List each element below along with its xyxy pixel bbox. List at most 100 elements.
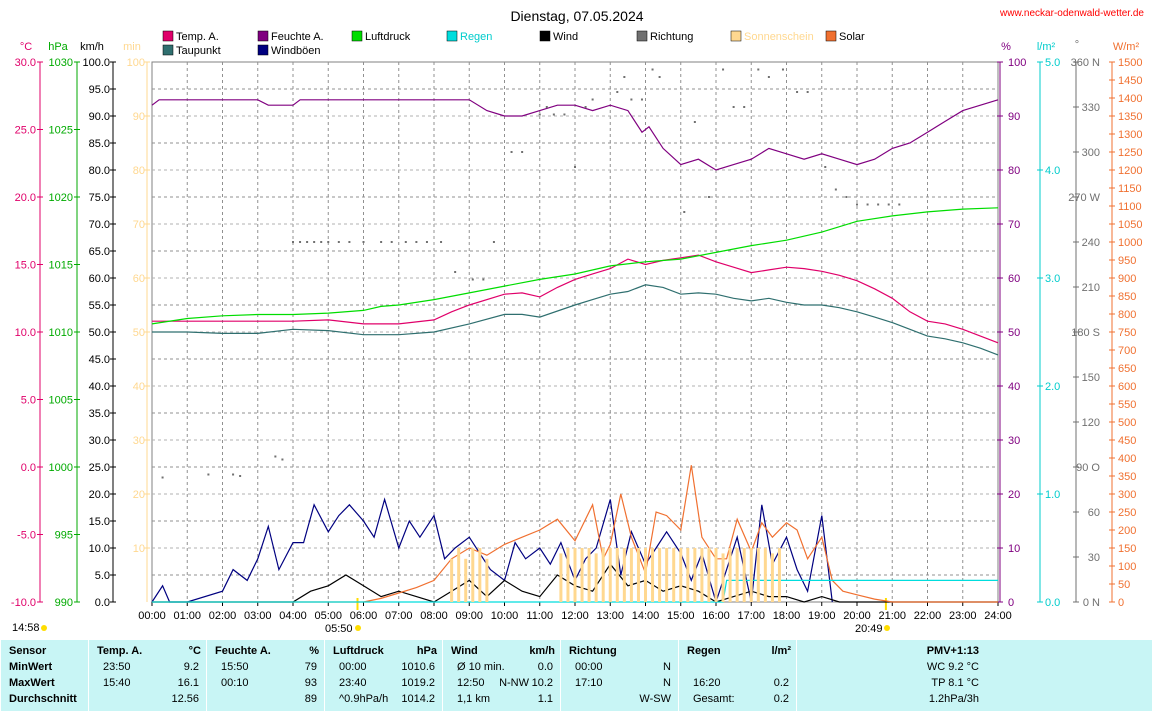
direction-point: [898, 203, 901, 206]
wind-tick-label: 10.0: [89, 543, 110, 555]
grid: [151, 61, 999, 603]
sun-tick-label: 40: [133, 381, 145, 393]
current-time-label: 14:58: [12, 622, 40, 634]
rain-tick-label: 2.0: [1045, 381, 1060, 393]
sunset-label: 20:49: [855, 623, 883, 635]
sunshine-bar: [672, 548, 676, 602]
humidity-tick-label: 10: [1008, 543, 1020, 555]
direction-point: [591, 98, 594, 101]
sunshine-bar: [615, 548, 619, 602]
dir-tick-label: 60: [1088, 507, 1100, 519]
dir-value: N: [663, 677, 671, 689]
solar-tick-label: 1400: [1118, 93, 1142, 105]
wind-series: [152, 563, 998, 603]
sunshine-bar: [700, 548, 704, 602]
solar-series: [152, 465, 998, 603]
legend-label: Luftdruck: [365, 31, 411, 43]
humidity-unit: %: [309, 645, 319, 657]
solar-tick-label: 1150: [1118, 183, 1142, 195]
legend-swatch: [539, 30, 551, 42]
row-label: MaxWert: [9, 677, 55, 689]
sunshine-bar: [608, 548, 612, 602]
solar-tick-label: 350: [1118, 471, 1136, 483]
x-tick-label: 10:00: [491, 610, 519, 622]
wind-tick-label: 25.0: [89, 462, 110, 474]
direction-point: [306, 241, 309, 243]
direction-point: [658, 76, 661, 78]
solar-tick-label: 1100: [1118, 201, 1142, 213]
sunshine-bar: [587, 548, 591, 602]
solar-tick-label: 100: [1118, 561, 1136, 573]
dir-tick-label: 180 S: [1071, 327, 1100, 339]
pressure-time: ^0.9hPa/h: [339, 693, 389, 705]
sunshine-bar: [559, 553, 563, 602]
temp-time: 23:50: [103, 661, 131, 673]
direction-point: [834, 188, 837, 191]
sensor-column: Sensor MinWert MaxWert Durchschnitt: [0, 640, 89, 711]
sun-tick-label: 20: [133, 489, 145, 501]
x-tick-label: 08:00: [420, 610, 448, 622]
rain-time: Gesamt:: [693, 693, 735, 705]
direction-point: [552, 113, 555, 116]
row-label: Durchschnitt: [9, 693, 77, 705]
sunshine-bar: [707, 548, 711, 602]
sunrise-icon: [355, 625, 361, 631]
site-link[interactable]: www.neckar-odenwald-wetter.de: [999, 8, 1144, 19]
solar-tick-label: 1000: [1118, 237, 1142, 249]
sunshine-bar: [622, 548, 626, 602]
wind-tick-label: 55.0: [89, 300, 110, 312]
direction-point: [281, 458, 284, 461]
direction-point: [207, 473, 210, 476]
sunshine-bar: [735, 548, 739, 602]
temp-a--series: [152, 254, 999, 344]
direction-point: [274, 455, 277, 458]
temp-value: 12.56: [171, 693, 199, 705]
humidity-tick-label: 100: [1008, 57, 1026, 69]
legend-label: Temp. A.: [176, 31, 219, 43]
pmv-header: PMV+1:13: [926, 645, 979, 657]
humidity-time: 15:50: [221, 661, 249, 673]
axes: 00:00 01:00 02:00 03:00 04:00 05:00 06:00 07:00…: [11, 39, 1143, 635]
humidity-tick-label: 50: [1008, 327, 1020, 339]
dir-tick-label: 120: [1082, 417, 1100, 429]
solar-tick-label: 700: [1118, 345, 1136, 357]
solar-tick-label: 600: [1118, 381, 1136, 393]
dir-tick-label: 240: [1082, 237, 1100, 249]
sun-tick-label: 90: [133, 111, 145, 123]
humidity-value: 79: [304, 661, 317, 673]
wind-tick-label: 45.0: [89, 354, 110, 366]
sun-unit: min: [123, 41, 141, 53]
wind-tick-label: 70.0: [89, 219, 110, 231]
sunshine-bar: [457, 548, 461, 602]
direction-point: [415, 241, 418, 243]
wind-unit: km/h: [80, 41, 104, 53]
wind-tick-label: 95.0: [89, 84, 110, 96]
weather-chart: 00:00 01:00 02:00 03:00 04:00 05:00 06:00 07:00…: [11, 8, 1145, 635]
pressure-value: 1014.2: [401, 693, 435, 705]
solar-tick-label: 1350: [1118, 111, 1142, 123]
direction-point: [545, 106, 548, 108]
humidity-tick-label: 0: [1008, 597, 1014, 609]
wind-header: Wind: [451, 645, 478, 657]
wind-tick-label: 65.0: [89, 246, 110, 258]
pressure-tick-label: 1020: [49, 192, 73, 204]
solar-tick-label: 250: [1118, 507, 1136, 519]
rain-time: 16:20: [693, 677, 721, 689]
direction-point: [327, 241, 330, 243]
temp-tick-label: 20.0: [15, 192, 36, 204]
sun-tick-label: 100: [127, 57, 145, 69]
legend-swatch: [162, 44, 174, 56]
solar-tick-label: 200: [1118, 525, 1136, 537]
direction-point: [757, 68, 760, 71]
dir-value: W-SW: [639, 693, 671, 705]
direction-point: [824, 166, 827, 168]
rain-header: Regen: [687, 645, 721, 657]
temp-tick-label: 25.0: [15, 125, 36, 137]
pressure-tick-label: 1000: [49, 462, 73, 474]
sunshine-bar: [693, 548, 697, 602]
rain-column: Regen l/m² 16:20 Gesamt: 0.2 0.2: [678, 640, 797, 711]
rain-unit: l/m²: [1037, 41, 1056, 53]
x-tick-label: 20:00: [843, 610, 871, 622]
sunshine-bar: [714, 548, 718, 602]
humidity-tick-label: 60: [1008, 273, 1020, 285]
